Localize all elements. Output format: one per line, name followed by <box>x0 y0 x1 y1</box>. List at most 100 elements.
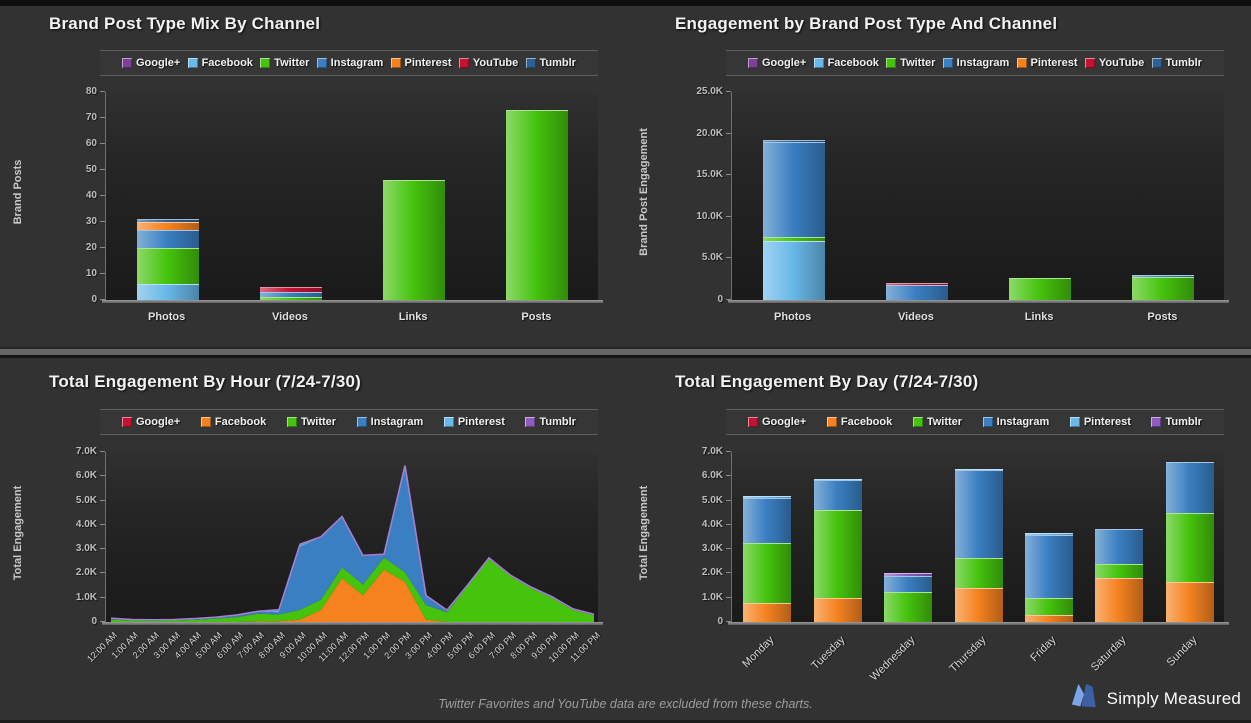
legend-item-pinterest: Pinterest <box>1069 416 1131 428</box>
y-axis-tick <box>100 91 105 92</box>
legend-label: Instagram <box>996 416 1050 428</box>
legend-swatch-icon <box>912 417 923 427</box>
y-tick-label: 20.0K <box>696 127 723 139</box>
x-category-label: Photos <box>773 311 812 323</box>
chart-panel-engagement-by-hour: Total Engagement By Hour (7/24-7/30) Goo… <box>0 361 625 691</box>
area-series-facebook <box>111 569 594 622</box>
top-strip <box>0 0 1251 6</box>
chart-panel-post-mix: Brand Post Type Mix By Channel Google+ Fa… <box>0 6 625 347</box>
y-axis-tick <box>726 596 731 598</box>
legend-item-facebook: Facebook <box>187 57 253 69</box>
y-axis-tick <box>726 621 731 622</box>
bar-segment-tumblr <box>762 140 825 142</box>
chart-title: Total Engagement By Hour (7/24-7/30) <box>49 372 362 391</box>
plot-area <box>105 452 598 622</box>
y-tick-label: 80 <box>85 86 97 97</box>
x-category-label: Links <box>1024 311 1054 323</box>
legend-label: Facebook <box>840 416 893 428</box>
y-axis-tick <box>100 499 105 501</box>
bar-segment-youtube <box>885 283 948 286</box>
bar-segment-facebook <box>762 240 825 300</box>
legend-item-facebook: Facebook <box>200 416 267 428</box>
y-axis-title: Brand Post Engagement <box>638 128 650 256</box>
x-category-label: Wednesday <box>868 634 918 684</box>
legend-item-instagram: Instagram <box>316 57 383 69</box>
bar-segment-youtube <box>259 287 322 293</box>
chart-title: Brand Post Type Mix By Channel <box>49 14 321 33</box>
x-category-label: Photos <box>147 311 186 323</box>
y-tick-label: 0 <box>717 616 723 627</box>
legend-swatch-icon <box>122 58 132 68</box>
legend-label: Tumblr <box>539 416 576 428</box>
legend-swatch-icon <box>982 417 993 427</box>
chart-legend: Google+ Facebook Twitter Instagram Pinterest… <box>100 409 598 435</box>
y-axis-tick <box>726 572 731 574</box>
bar-segment-twitter <box>136 248 199 285</box>
bar-segment-pinterest <box>743 495 792 499</box>
bar-segment-twitter <box>813 510 862 598</box>
legend-item-pinterest: Pinterest <box>1016 57 1078 69</box>
bar-segment-facebook <box>743 602 792 622</box>
legend-swatch-icon <box>942 58 953 68</box>
legend-swatch-icon <box>316 58 327 68</box>
area-chart-canvas <box>110 465 595 622</box>
bar-segment-instagram <box>762 141 825 237</box>
legend-swatch-icon <box>260 58 271 68</box>
x-category-label: Videos <box>897 311 934 323</box>
bar-segment-instagram <box>136 229 199 248</box>
x-category-label: Thursday <box>947 634 988 675</box>
y-tick-label: 7.0K <box>701 446 723 457</box>
legend-label: Twitter <box>926 416 963 428</box>
y-axis-title: Total Engagement <box>12 485 24 581</box>
x-axis-baseline <box>728 300 1229 303</box>
bar-segment-instagram <box>1024 534 1073 598</box>
legend-item-facebook: Facebook <box>826 416 893 428</box>
bar-segment-facebook <box>1165 581 1214 622</box>
legend-item-pinterest: Pinterest <box>443 416 505 428</box>
y-axis-tick <box>100 221 105 222</box>
legend-label: Instagram <box>956 57 1010 69</box>
y-tick-label: 70 <box>85 112 97 123</box>
x-axis-baseline <box>102 300 603 303</box>
y-tick-label: 20 <box>85 242 97 253</box>
y-tick-label: 2.0K <box>75 567 97 579</box>
x-category-label: Videos <box>271 311 308 323</box>
y-axis-tick <box>100 143 105 144</box>
legend-item-facebook: Facebook <box>813 57 879 69</box>
legend-swatch-icon <box>826 417 837 427</box>
y-axis-tick <box>726 523 731 525</box>
legend-item-tumblr: Tumblr <box>525 416 576 428</box>
area-series-twitter <box>111 557 594 622</box>
y-tick-label: 30 <box>85 216 97 227</box>
y-axis-tick <box>100 169 105 170</box>
y-axis-tick <box>100 596 105 598</box>
legend-swatch-icon <box>122 417 132 427</box>
legend-item-instagram: Instagram <box>942 57 1010 69</box>
y-tick-label: 5.0K <box>75 494 97 506</box>
bar-segment-twitter <box>1095 563 1144 579</box>
legend-swatch-icon <box>200 417 211 427</box>
x-category-label: Monday <box>740 634 777 671</box>
bar-segment-instagram <box>1095 528 1144 564</box>
bar-segment-pinterest <box>813 478 862 480</box>
bar-segment-twitter <box>259 297 322 300</box>
bar-segment-instagram <box>884 575 933 592</box>
bar-segment-instagram <box>1132 275 1195 277</box>
legend-item-twitter: Twitter <box>912 416 963 428</box>
y-axis-tick <box>100 572 105 574</box>
y-axis-title: Total Engagement <box>638 485 650 581</box>
legend-item-twitter: Twitter <box>286 416 336 428</box>
legend-swatch-icon <box>286 417 297 427</box>
bar-segment-tumblr <box>136 219 199 222</box>
bar-segment-instagram <box>954 470 1003 558</box>
y-axis-tick <box>726 257 731 259</box>
legend-label: Pinterest <box>1030 57 1078 69</box>
y-axis-tick <box>100 523 105 525</box>
legend-label: Facebook <box>214 416 267 428</box>
y-tick-label: 4.0K <box>701 518 723 530</box>
y-tick-label: 0 <box>91 294 97 305</box>
bar-segment-twitter <box>954 557 1003 588</box>
legend-swatch-icon <box>748 417 758 427</box>
chart-panel-engagement-by-type: Engagement by Brand Post Type And Channe… <box>626 6 1251 347</box>
y-tick-label: 0 <box>717 294 723 305</box>
